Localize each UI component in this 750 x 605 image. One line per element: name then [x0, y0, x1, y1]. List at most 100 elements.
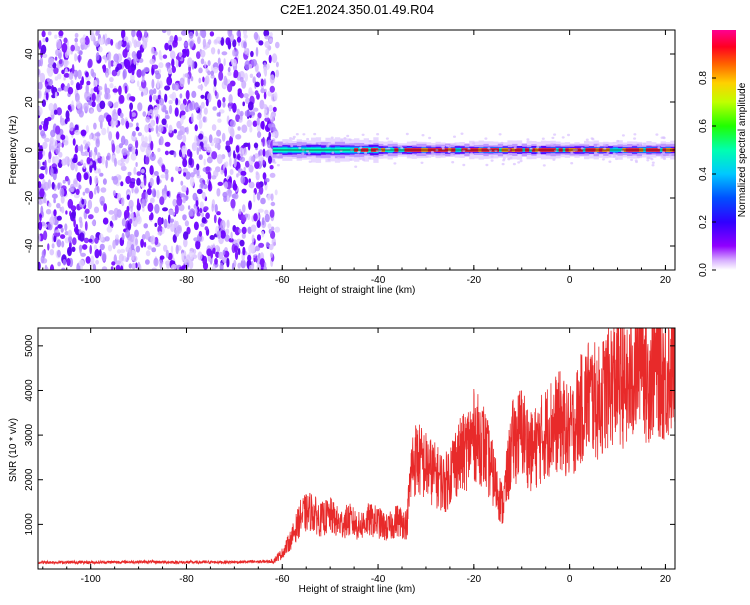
noise-blob	[71, 209, 76, 219]
noise-blob	[94, 175, 99, 185]
noise-blob	[237, 248, 241, 256]
noise-blob	[229, 135, 234, 145]
noise-blob	[54, 56, 58, 61]
noise-blob	[205, 98, 209, 107]
noise-blob	[247, 142, 251, 151]
noise-blob	[182, 147, 186, 158]
x-tick-label: -100	[81, 275, 101, 286]
noise-blob	[206, 146, 212, 153]
noise-blob	[234, 159, 237, 165]
noise-blob	[134, 238, 139, 246]
noise-blob	[50, 110, 54, 116]
spectrogram-panel: -100 -80 -60 -40 -20 0 20 -40 -20 0 20 40 Height o…	[8, 29, 676, 296]
noise-blob	[196, 163, 200, 171]
noise-blob	[196, 51, 201, 59]
noise-blob	[275, 61, 279, 68]
signal-scatter	[272, 138, 276, 141]
noise-blob	[211, 265, 216, 270]
noise-blob	[112, 239, 116, 250]
noise-blob	[95, 259, 99, 265]
noise-blob	[159, 259, 163, 270]
noise-blob	[57, 73, 62, 80]
noise-blob	[157, 231, 163, 236]
noise-blob	[171, 264, 177, 270]
signal-scatter	[273, 161, 277, 164]
noise-blob	[83, 172, 89, 181]
signal-scatter	[519, 159, 523, 163]
y-tick-label: 40	[24, 48, 35, 60]
noise-blob	[259, 258, 265, 268]
noise-blob	[197, 36, 201, 45]
noise-blob	[217, 99, 222, 108]
noise-blob	[65, 110, 70, 120]
noise-blob	[144, 142, 149, 148]
noise-blob	[43, 197, 47, 204]
noise-blob	[255, 255, 258, 263]
noise-blob	[159, 136, 164, 146]
signal-scatter	[507, 158, 511, 161]
noise-blob	[223, 181, 229, 189]
noise-blob	[236, 30, 241, 37]
noise-blob	[198, 67, 203, 74]
noise-blob	[95, 95, 100, 101]
noise-blob	[100, 200, 105, 206]
noise-blob	[241, 80, 247, 89]
noise-blob	[234, 250, 239, 260]
noise-blob	[152, 64, 159, 70]
noise-blob	[93, 244, 97, 251]
noise-blob	[112, 88, 119, 93]
noise-blob	[182, 134, 187, 144]
noise-blob	[268, 54, 272, 64]
noise-blob	[153, 106, 159, 116]
noise-blob	[261, 230, 265, 238]
signal-scatter	[368, 156, 372, 160]
noise-blob	[268, 104, 273, 112]
noise-blob	[198, 154, 203, 161]
noise-blob	[122, 68, 127, 79]
noise-blob	[182, 158, 188, 168]
noise-blob	[197, 84, 204, 90]
noise-blob	[180, 30, 187, 36]
colorbar-tick-label: 0.6	[698, 119, 709, 133]
noise-blob	[38, 200, 43, 205]
noise-blob	[94, 237, 99, 244]
noise-blob	[128, 263, 132, 269]
noise-blob	[99, 100, 106, 110]
noise-blob	[252, 107, 259, 112]
noise-blob	[160, 55, 163, 61]
noise-blob	[123, 209, 130, 219]
x-tick-label: -60	[275, 275, 290, 286]
noise-blob	[87, 214, 94, 220]
noise-blob	[232, 183, 238, 191]
noise-blob	[135, 262, 138, 269]
noise-blob	[205, 212, 210, 219]
noise-blob	[232, 39, 237, 48]
noise-blob	[84, 90, 91, 101]
noise-blob	[131, 252, 135, 261]
noise-blob	[222, 249, 226, 255]
noise-blob	[70, 44, 75, 52]
noise-blob	[253, 31, 259, 41]
noise-blob	[252, 77, 256, 84]
noise-blob	[199, 201, 204, 209]
noise-blob	[53, 198, 56, 204]
noise-blob	[123, 36, 127, 42]
noise-blob	[135, 162, 138, 167]
noise-blob	[63, 73, 70, 78]
noise-blob	[181, 185, 187, 193]
noise-blob	[157, 124, 164, 133]
noise-blob	[72, 178, 78, 188]
noise-blob	[184, 73, 189, 78]
snr-y-axis-title: SNR (10 * v/v)	[8, 418, 19, 482]
noise-blob	[88, 238, 93, 243]
noise-blob	[41, 99, 47, 107]
noise-blob	[168, 100, 173, 105]
noise-blob	[48, 151, 52, 160]
noise-blob	[226, 257, 230, 268]
signal-scatter	[367, 153, 371, 157]
noise-blob	[62, 179, 66, 184]
snr-series	[38, 328, 675, 566]
noise-blob	[136, 171, 142, 176]
noise-blob	[257, 131, 262, 139]
noise-blob	[145, 259, 150, 265]
